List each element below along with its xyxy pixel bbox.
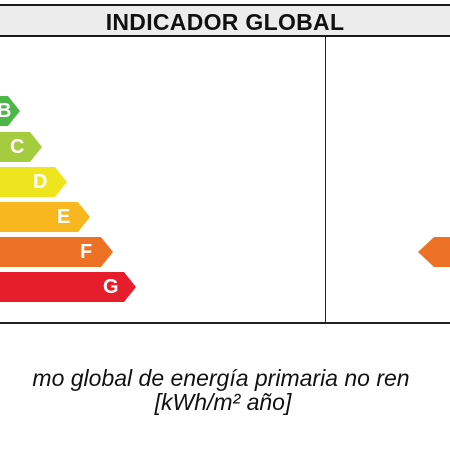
rating-letter-c: C (10, 136, 25, 158)
rating-letter-e: E (57, 206, 71, 228)
rating-letter-g: G (103, 276, 119, 298)
rating-bar-d (0, 167, 67, 197)
rating-letter-b: B (0, 100, 12, 122)
rating-bar-b (0, 96, 20, 126)
rating-bar-g (0, 272, 136, 302)
panel-divider-vertical (325, 37, 326, 323)
rating-letter-d: D (33, 171, 48, 193)
rating-letter-f: F (80, 241, 93, 263)
rating-bar-e (0, 202, 90, 232)
indicator-arrow (418, 237, 450, 267)
caption-units-label: [kWh/m² año] (154, 389, 292, 415)
header-bar: INDICADOR GLOBAL (0, 4, 450, 37)
header-title: INDICADOR GLOBAL (105, 9, 345, 35)
rating-bar-c (0, 132, 42, 162)
panel-divider-horizontal (0, 322, 450, 324)
rating-bar-f (0, 237, 113, 267)
caption-consumption-label: mo global de energía primaria no ren (32, 365, 410, 391)
